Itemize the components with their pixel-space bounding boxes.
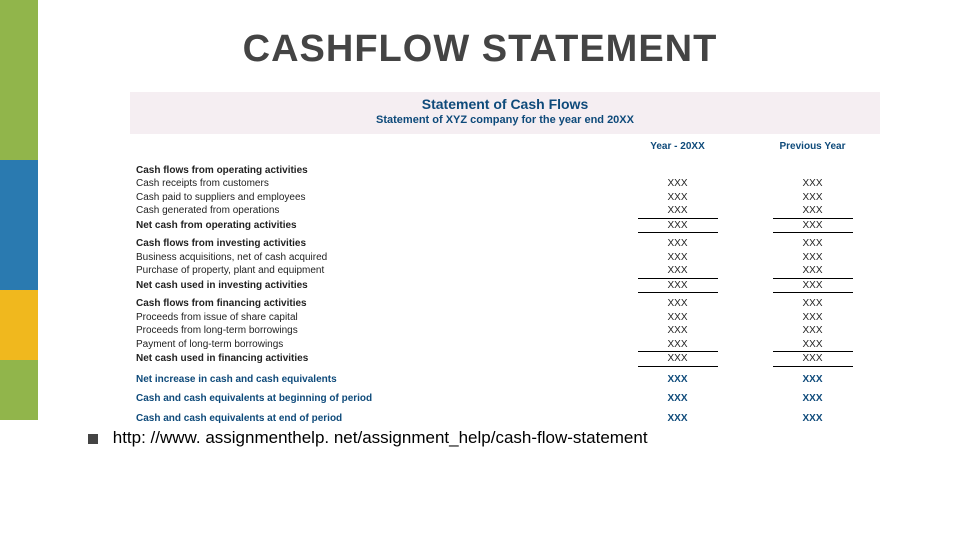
section-total-investing: Net cash used in investing activitiesXXX…: [130, 278, 880, 294]
summary-begin-period: Cash and cash equivalents at beginning o…: [130, 386, 880, 406]
table-row: Purchase of property, plant and equipmen…: [130, 264, 880, 278]
sidebar-stripe-blue: [0, 160, 38, 290]
sidebar-stripe-green-top: [0, 0, 38, 160]
sidebar-stripe-yellow: [0, 290, 38, 360]
table-row: Business acquisitions, net of cash acqui…: [130, 251, 880, 265]
table-row: Cash generated from operationsXXXXXX: [130, 204, 880, 218]
column-headers-row: Year - 20XX Previous Year: [130, 140, 880, 160]
slide-heading: CASHFLOW STATEMENT: [0, 28, 960, 71]
statement-title: Statement of Cash Flows: [130, 96, 880, 112]
col-header-previous: Previous Year: [745, 140, 880, 160]
bullet-square-icon: [88, 434, 98, 444]
sidebar-stripe-green-bottom: [0, 360, 38, 420]
section-total-operating: Net cash from operating activitiesXXXXXX: [130, 218, 880, 234]
table-row: Cash receipts from customersXXXXXX: [130, 177, 880, 191]
source-citation: http: //www. assignmenthelp. net/assignm…: [88, 428, 648, 448]
summary-net-increase: Net increase in cash and cash equivalent…: [130, 367, 880, 387]
table-row: Payment of long-term borrowingsXXXXXX: [130, 338, 880, 352]
source-url-text: http: //www. assignmenthelp. net/assignm…: [113, 428, 648, 447]
section-heading-financing: Cash flows from financing activities XXX…: [130, 297, 880, 311]
statement-header-band: Statement of Cash Flows Statement of XYZ…: [130, 92, 880, 134]
cashflow-table: Year - 20XX Previous Year Cash flows fro…: [130, 140, 880, 425]
section-heading-investing: Cash flows from investing activities XXX…: [130, 237, 880, 251]
section-heading-operating: Cash flows from operating activities: [130, 164, 880, 178]
section-total-financing: Net cash used in financing activitiesXXX…: [130, 351, 880, 367]
summary-end-period: Cash and cash equivalents at end of peri…: [130, 406, 880, 426]
table-row: Proceeds from long-term borrowingsXXXXXX: [130, 324, 880, 338]
statement-subtitle: Statement of XYZ company for the year en…: [130, 114, 880, 126]
slide: CASHFLOW STATEMENT Statement of Cash Flo…: [0, 0, 960, 540]
table-row: Proceeds from issue of share capitalXXXX…: [130, 311, 880, 325]
statement-of-cash-flows: Statement of Cash Flows Statement of XYZ…: [130, 92, 880, 425]
table-row: Cash paid to suppliers and employeesXXXX…: [130, 191, 880, 205]
col-header-current: Year - 20XX: [610, 140, 745, 160]
